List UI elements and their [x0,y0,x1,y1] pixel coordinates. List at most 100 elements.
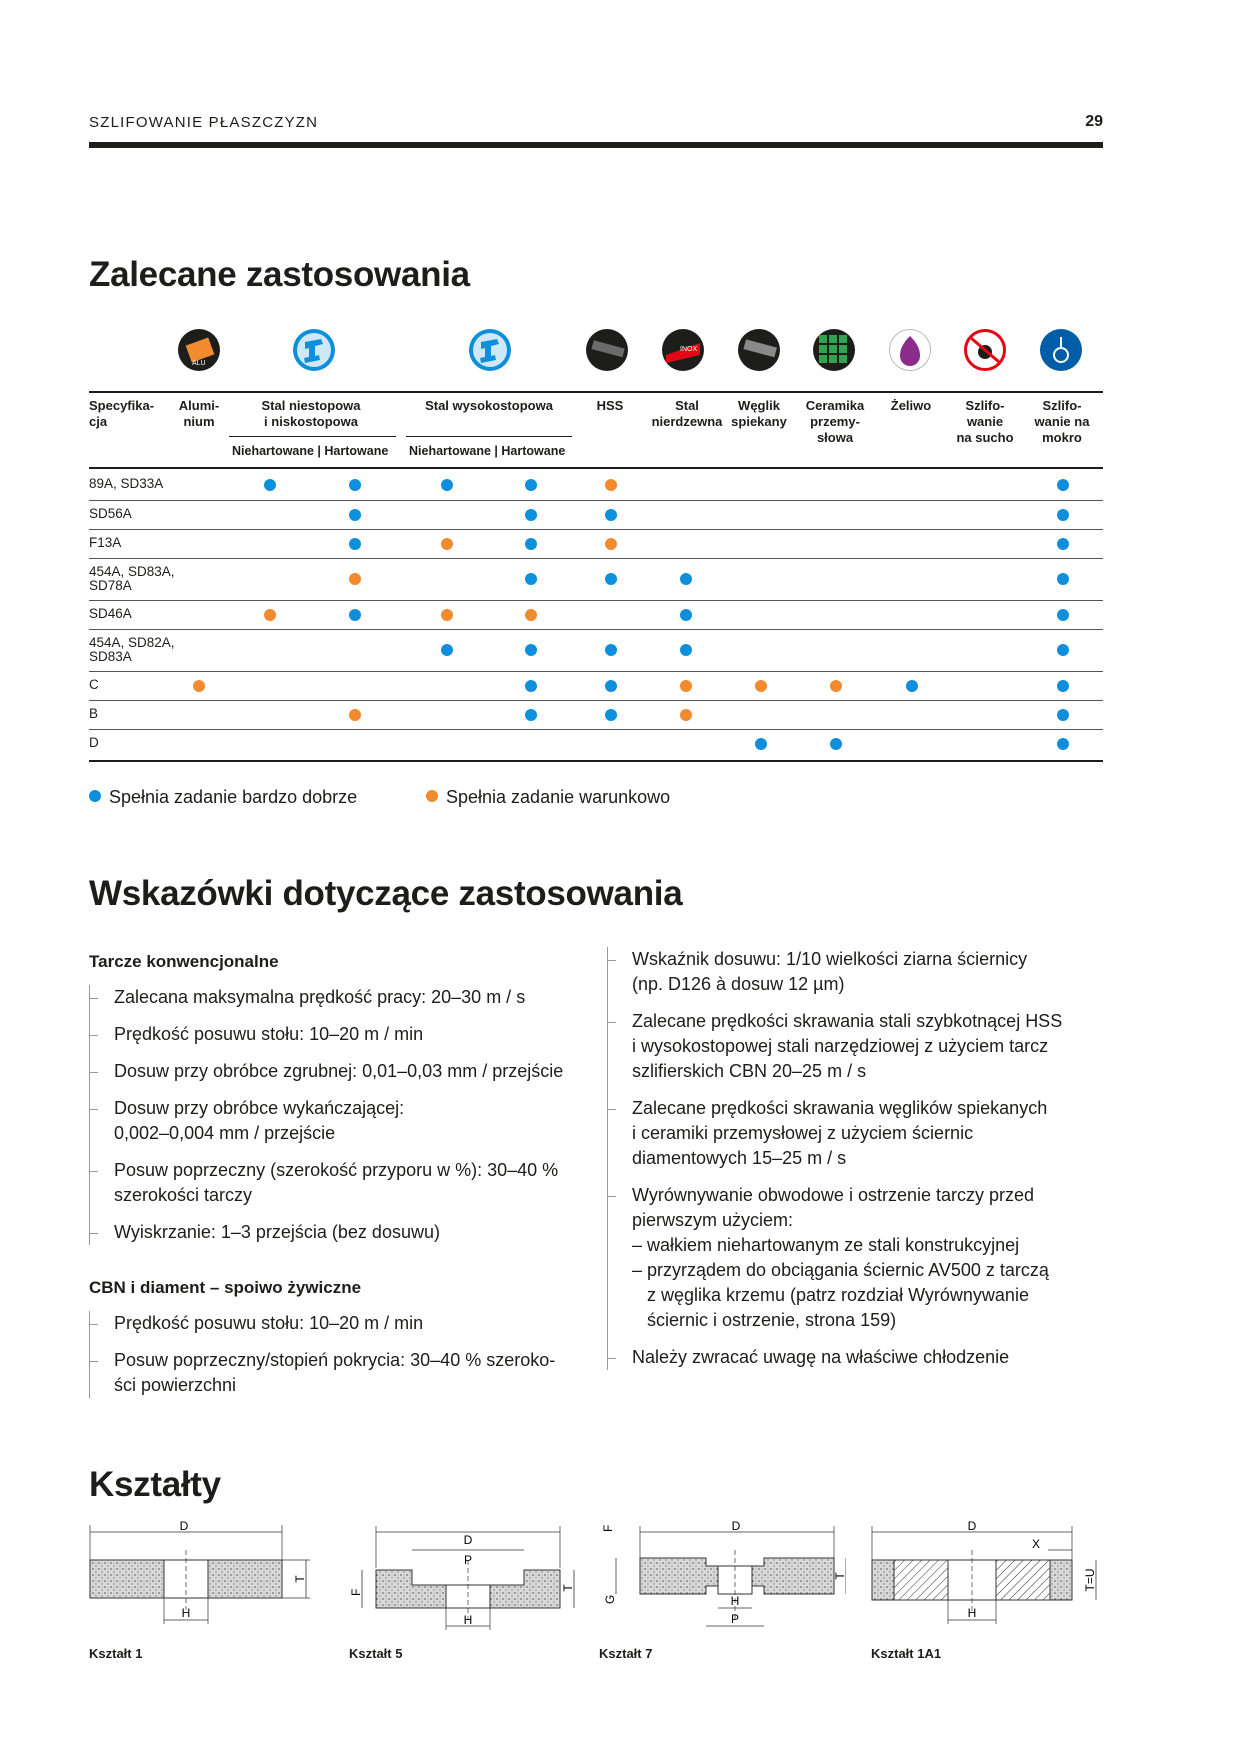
dim-d: D [180,1520,189,1533]
rating-dot-very-good [830,737,842,750]
list-item: Należy zwracać uwagę na właściwe chłodze… [608,1345,1122,1370]
col-header-low-alloy-text: Stal niestopowa i niskostopowa [261,398,361,429]
rating-dot-very-good [605,679,617,692]
subheader-low-alloy: Niehartowane | Hartowane [232,444,389,458]
rating-dot-very-good [605,573,617,585]
page-number: 29 [1085,113,1103,130]
rating-dot-very-good [680,644,692,656]
row-spec-label: 454A, SD82A, SD83A [89,635,175,664]
row-divider [89,500,1103,501]
rating-dot-very-good [525,508,537,521]
running-header: SZLIFOWANIE PŁASZCZYZN [89,114,319,131]
rating-dot-conditional [680,708,692,721]
dim-p: P [731,1612,739,1626]
legend-conditional: Spełnia zadanie warunkowo [426,787,670,808]
col-header-carbide: Węglik spiekany [724,398,794,430]
col-header-wet: Szlifo- wanie na mokro [1026,398,1098,446]
shape-5-diagram: D P H F T [349,1526,575,1630]
legend-orange-dot [426,790,438,802]
svg-text:ALU: ALU [192,360,206,367]
legend-blue-dot [89,790,101,802]
list-item: Posuw poprzeczny (szerokość przyporu w %… [90,1158,614,1208]
rating-dot-very-good [525,708,537,721]
subheader-rule-1 [229,436,396,437]
rating-dot-very-good [264,479,276,491]
col-header-hss-text: HSS [596,398,624,413]
rating-dot-very-good [525,679,537,692]
list-item: Zalecane prędkości skrawania węglików sp… [608,1096,1122,1171]
shape-1a1-label: Kształt 1A1 [871,1646,942,1661]
shape-7-diagram: D F G T H P [601,1520,846,1627]
rating-dot-very-good [680,608,692,621]
rating-dot-very-good [1057,537,1069,550]
rating-dot-conditional [525,608,537,621]
col-header-stainless: Stal nierdzewna [642,398,732,430]
col-header-spec: Specyfika- cja [89,398,154,430]
steel-beam-icon-2 [469,329,511,371]
rating-dot-very-good [605,508,617,521]
legend-very-good-text: Spełnia zadanie bardzo dobrze [109,787,358,807]
rating-dot-very-good [1057,679,1069,692]
col-header-ceramic-text: Ceramika przemy- słowa [805,398,865,445]
cbn-list: Prędkość posuwu stołu: 10–20 m / min Pos… [89,1311,614,1398]
dim-d: D [968,1520,977,1533]
list-item: Prędkość posuwu stołu: 10–20 m / min [90,1022,614,1047]
row-spec-label: 454A, SD83A, SD78A [89,564,175,593]
rating-dot-very-good [1057,608,1069,621]
col-header-wet-text: Szlifo- wanie na mokro [1034,398,1090,445]
header-bottom-rule [89,467,1103,469]
list-item: Posuw poprzeczny/stopień pokrycia: 30–40… [90,1348,614,1398]
dim-h: H [968,1606,977,1620]
row-divider [89,600,1103,601]
list-item: Wyrównywanie obwodowe i ostrzenie tarczy… [608,1183,1122,1333]
row-spec-label: D [89,735,99,750]
dim-h: H [731,1594,740,1608]
rating-dot-very-good [605,708,617,721]
rating-dot-very-good [525,644,537,656]
dressing-sub-2: – przyrządem do obciągania ściernic AV50… [632,1260,1049,1330]
cbn-heading: CBN i diament – spoiwo żywiczne [89,1278,362,1297]
carbide-icon [738,329,780,371]
row-spec-label: C [89,677,99,692]
cast-iron-icon [889,329,931,371]
dim-f: F [601,1525,615,1532]
shape-1-label: Kształt 1 [89,1646,143,1661]
shape-1a1-diagram: D X H T=U [871,1520,1097,1624]
conventional-list: Zalecana maksymalna prędkość pracy: 20–3… [89,985,614,1245]
rating-dot-very-good [1057,708,1069,721]
rating-dot-very-good [349,508,361,521]
col-header-carbide-text: Węglik spiekany [731,398,787,429]
row-divider [89,558,1103,559]
aluminium-icon: ALU [178,329,220,371]
col-header-cast-iron-text: Żeliwo [890,398,932,413]
list-item: Dosuw przy obróbce zgrubnej: 0,01–0,03 m… [90,1059,614,1084]
dim-g: G [603,1595,617,1604]
dressing-text: Wyrównywanie obwodowe i ostrzenie tarczy… [632,1185,1035,1230]
steel-beam-icon [293,329,335,371]
shape-5-label: Kształt 5 [349,1646,403,1661]
rating-dot-conditional [441,608,453,621]
rating-dot-very-good [1057,573,1069,585]
right-guidance-list: Wskaźnik dosuwu: 1/10 wielkości ziarna ś… [607,947,1122,1370]
col-header-ceramic: Ceramika przemy- słowa [799,398,871,446]
list-item: Wyiskrzanie: 1–3 przejścia (bez dosuwu) [90,1220,614,1245]
rating-dot-very-good [525,479,537,491]
guidance-title: Wskazówki dotyczące zastosowania [89,874,683,913]
rating-dot-conditional [349,708,361,721]
rating-dot-very-good [525,537,537,550]
col-header-cast-iron: Żeliwo [876,398,946,414]
col-header-stainless-text: Stal nierdzewna [651,398,723,429]
rating-dot-very-good [605,644,617,656]
table-bottom-rule [89,760,1103,762]
hss-icon [586,329,628,371]
rating-dot-conditional [349,573,361,585]
ceramic-icon [813,329,855,371]
legend-very-good: Spełnia zadanie bardzo dobrze [89,787,357,808]
recommended-title: Zalecane zastosowania [89,255,470,294]
rating-dot-conditional [680,679,692,692]
rating-dot-very-good [349,479,361,491]
shape-1-diagram: D H T [89,1520,310,1624]
svg-text:INOX: INOX [680,346,697,353]
row-spec-label: SD56A [89,506,132,521]
col-header-low-alloy-steel: Stal niestopowa i niskostopowa [231,398,391,430]
